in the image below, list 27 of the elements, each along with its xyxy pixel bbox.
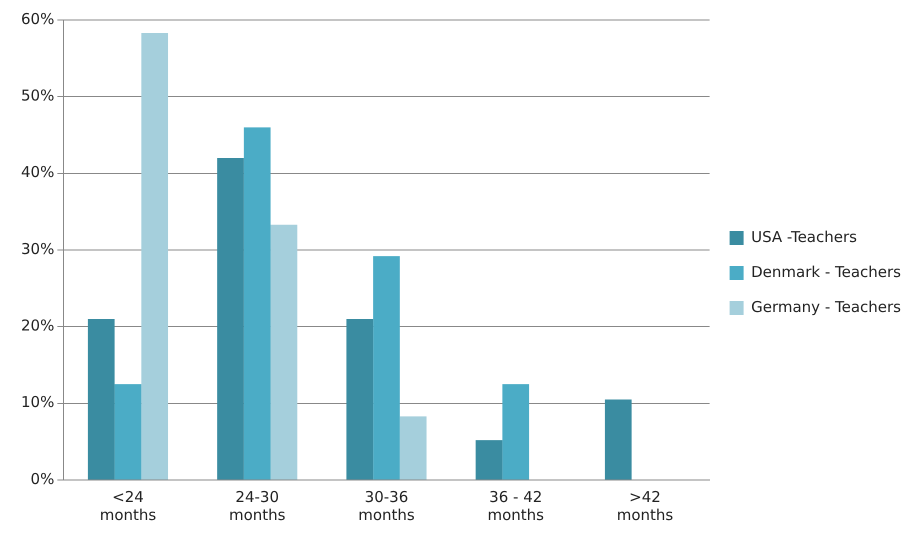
x-tick-label: 24-30 months: [228, 488, 286, 524]
bar: [141, 33, 168, 480]
bar: [604, 400, 632, 480]
x-tick-label: >42 months: [616, 488, 674, 524]
bar: [400, 416, 427, 480]
bar: [217, 158, 244, 480]
bar: [373, 256, 400, 480]
bar: [270, 224, 298, 480]
bar: [88, 319, 115, 480]
bar: [346, 319, 374, 480]
y-tick-label: 30%: [20, 240, 54, 258]
bar: [502, 384, 530, 480]
y-tick-label: 0%: [30, 470, 54, 488]
y-tick-label: 20%: [20, 316, 54, 335]
bar: [114, 384, 142, 480]
legend-label: Germany - Teachers: [751, 298, 902, 316]
x-tick-label: 36 - 42 months: [487, 488, 544, 524]
y-tick-label: 50%: [20, 86, 54, 105]
y-tick-label: 40%: [20, 163, 54, 182]
legend-label: USA -Teachers: [751, 228, 858, 246]
bar: [244, 127, 271, 480]
x-tick-label: 30-36 months: [358, 488, 415, 524]
x-tick-label: <24 months: [100, 488, 156, 524]
bar: [476, 440, 502, 480]
y-tick-label: 60%: [20, 10, 54, 28]
legend-label: Denmark - Teachers: [751, 262, 902, 281]
y-tick-label: 10%: [20, 393, 54, 412]
